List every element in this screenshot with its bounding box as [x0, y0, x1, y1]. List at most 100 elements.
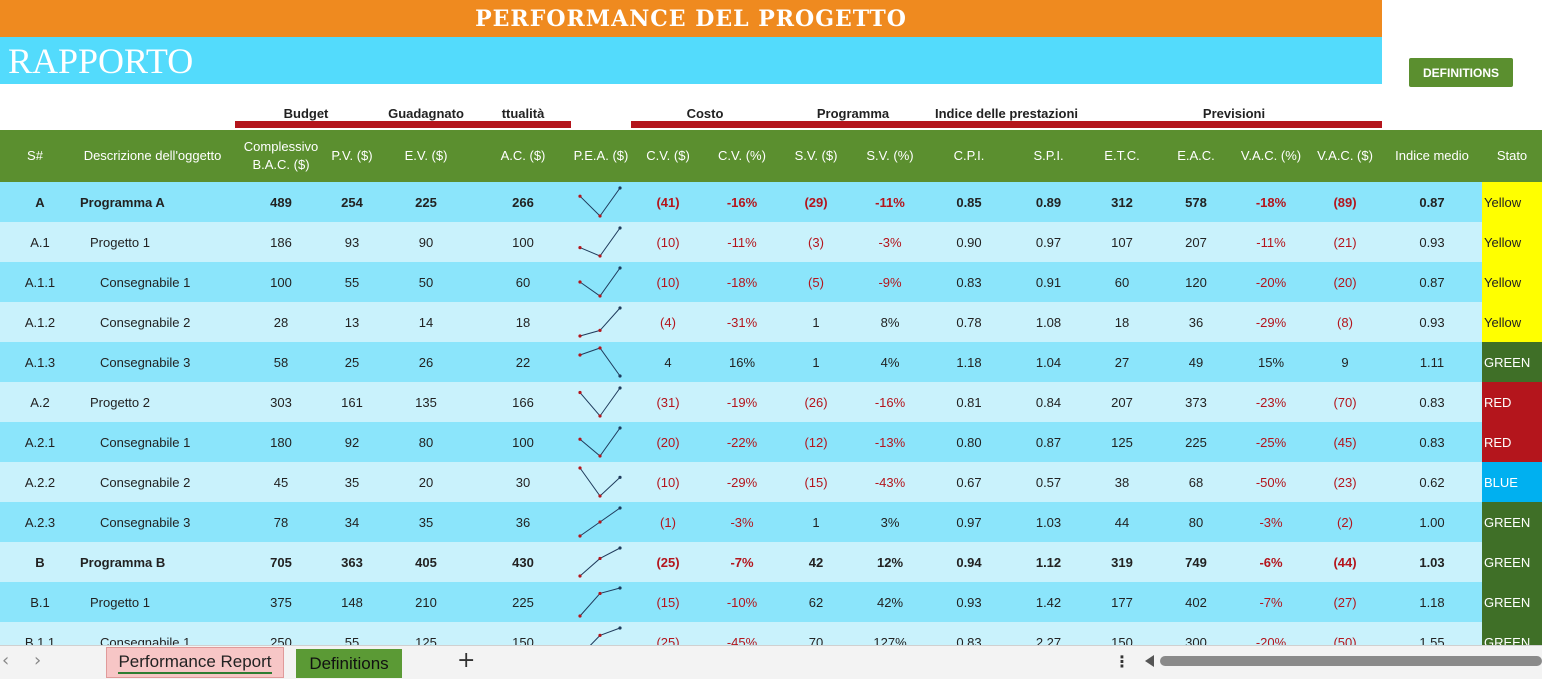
- cell-cvp[interactable]: -31%: [726, 314, 758, 330]
- cell-ev[interactable]: 14: [418, 314, 434, 330]
- col-sv[interactable]: S.V. ($): [794, 148, 838, 163]
- status-badge[interactable]: Yellow: [1482, 182, 1542, 222]
- cell-sv[interactable]: (3): [808, 234, 824, 250]
- cell-cpi[interactable]: 0.81: [956, 394, 982, 410]
- cell-avg[interactable]: 0.83: [1419, 394, 1445, 410]
- cell-ac[interactable]: 430: [512, 554, 534, 570]
- col-ac[interactable]: A.C. ($): [500, 148, 546, 163]
- col-etc[interactable]: E.T.C.: [1104, 148, 1140, 163]
- cell-eac[interactable]: 402: [1185, 594, 1207, 610]
- col-cvp[interactable]: C.V. (%): [718, 148, 766, 163]
- cell-bac[interactable]: 28: [273, 314, 289, 330]
- cell-spi[interactable]: 1.04: [1035, 354, 1062, 370]
- cell-spi[interactable]: 0.89: [1035, 194, 1062, 210]
- cell-svp[interactable]: -13%: [874, 434, 906, 450]
- cell-sv[interactable]: (15): [804, 474, 828, 490]
- cell-ev[interactable]: 405: [415, 554, 437, 570]
- cell-desc[interactable]: Programma A: [80, 194, 165, 210]
- cell-eac[interactable]: 80: [1188, 514, 1204, 530]
- cell-vac[interactable]: (70): [1333, 394, 1357, 410]
- cell-ac[interactable]: 225: [512, 594, 534, 610]
- cell-sv[interactable]: (5): [808, 274, 824, 290]
- chevron-left-icon[interactable]: ‹: [2, 650, 10, 671]
- cell-pv[interactable]: 93: [344, 234, 360, 250]
- cell-vac[interactable]: (8): [1337, 314, 1353, 330]
- cell-svp[interactable]: 42%: [876, 594, 904, 610]
- cell-svp[interactable]: -9%: [878, 274, 902, 290]
- status-badge[interactable]: Yellow: [1482, 262, 1542, 302]
- col-sn[interactable]: S#: [27, 148, 43, 163]
- cell-vacp[interactable]: -23%: [1255, 394, 1287, 410]
- cell-desc[interactable]: Consegnabile 2: [100, 314, 191, 330]
- cell-sv[interactable]: 1: [812, 514, 820, 530]
- cell-cvp[interactable]: -18%: [726, 274, 758, 290]
- cell-cv[interactable]: (15): [656, 594, 680, 610]
- cell-vacp[interactable]: 15%: [1257, 354, 1285, 370]
- cell-svp[interactable]: -3%: [878, 234, 902, 250]
- cell-svp[interactable]: -16%: [874, 394, 906, 410]
- cell-sn[interactable]: A.2.1: [24, 434, 56, 450]
- col-avg[interactable]: Indice medio: [1395, 148, 1469, 163]
- cell-eac[interactable]: 207: [1185, 234, 1207, 250]
- cell-desc[interactable]: Progetto 1: [90, 594, 150, 610]
- cell-ac[interactable]: 166: [512, 394, 534, 410]
- cell-eac[interactable]: 373: [1185, 394, 1207, 410]
- cell-sn[interactable]: B.1: [30, 594, 50, 610]
- status-badge[interactable]: Yellow: [1482, 222, 1542, 262]
- cell-cpi[interactable]: 0.67: [956, 474, 982, 490]
- cell-etc[interactable]: 177: [1111, 594, 1133, 610]
- cell-pv[interactable]: 55: [344, 274, 360, 290]
- col-pv[interactable]: P.V. ($): [331, 148, 373, 163]
- cell-vacp[interactable]: -7%: [1259, 594, 1283, 610]
- scroll-left-icon[interactable]: [1145, 655, 1154, 667]
- cell-ev[interactable]: 80: [418, 434, 434, 450]
- cell-spi[interactable]: 1.42: [1035, 594, 1062, 610]
- col-vacp[interactable]: V.A.C. (%): [1240, 148, 1302, 163]
- cell-cvp[interactable]: -10%: [726, 594, 758, 610]
- cell-ac[interactable]: 18: [515, 314, 531, 330]
- cell-cvp[interactable]: -19%: [726, 394, 758, 410]
- cell-cv[interactable]: (10): [656, 234, 680, 250]
- cell-ev[interactable]: 26: [418, 354, 434, 370]
- cell-spi[interactable]: 0.87: [1035, 434, 1062, 450]
- cell-sn[interactable]: A.1.2: [24, 314, 56, 330]
- cell-svp[interactable]: -43%: [874, 474, 906, 490]
- cell-desc[interactable]: Programma B: [80, 554, 166, 570]
- cell-bac[interactable]: 100: [270, 274, 292, 290]
- cell-sn[interactable]: A.2.3: [24, 514, 56, 530]
- cell-vacp[interactable]: -29%: [1255, 314, 1287, 330]
- cell-cvp[interactable]: -7%: [730, 554, 754, 570]
- cell-vac[interactable]: (2): [1337, 514, 1353, 530]
- cell-sn[interactable]: B: [35, 554, 45, 570]
- cell-cv[interactable]: (1): [660, 514, 676, 530]
- cell-ev[interactable]: 90: [418, 234, 434, 250]
- cell-etc[interactable]: 38: [1114, 474, 1130, 490]
- cell-desc[interactable]: Consegnabile 2: [100, 474, 191, 490]
- cell-ac[interactable]: 30: [515, 474, 531, 490]
- cell-sv[interactable]: 1: [812, 314, 820, 330]
- cell-spi[interactable]: 1.12: [1035, 554, 1062, 570]
- tab-performance-report[interactable]: Performance Report: [106, 647, 284, 678]
- cell-avg[interactable]: 1.03: [1419, 554, 1445, 570]
- cell-eac[interactable]: 120: [1185, 274, 1207, 290]
- col-cv[interactable]: C.V. ($): [646, 148, 690, 163]
- cell-pv[interactable]: 13: [344, 314, 360, 330]
- status-badge[interactable]: GREEN: [1482, 502, 1542, 542]
- cell-eac[interactable]: 749: [1185, 554, 1207, 570]
- status-badge[interactable]: GREEN: [1482, 582, 1542, 622]
- plus-icon[interactable]: +: [457, 648, 476, 673]
- cell-ac[interactable]: 60: [515, 274, 531, 290]
- cell-cpi[interactable]: 0.83: [956, 274, 982, 290]
- cell-cvp[interactable]: 16%: [728, 354, 756, 370]
- cell-ac[interactable]: 266: [512, 194, 534, 210]
- cell-vacp[interactable]: -6%: [1259, 554, 1283, 570]
- cell-vacp[interactable]: -20%: [1255, 274, 1287, 290]
- cell-pv[interactable]: 35: [344, 474, 360, 490]
- cell-bac[interactable]: 705: [270, 554, 292, 570]
- cell-sv[interactable]: (12): [804, 434, 828, 450]
- status-badge[interactable]: Yellow: [1482, 302, 1542, 342]
- cell-sn[interactable]: A.1.3: [24, 354, 56, 370]
- cell-vac[interactable]: (20): [1333, 274, 1357, 290]
- cell-cvp[interactable]: -29%: [726, 474, 758, 490]
- cell-sv[interactable]: (29): [804, 194, 828, 210]
